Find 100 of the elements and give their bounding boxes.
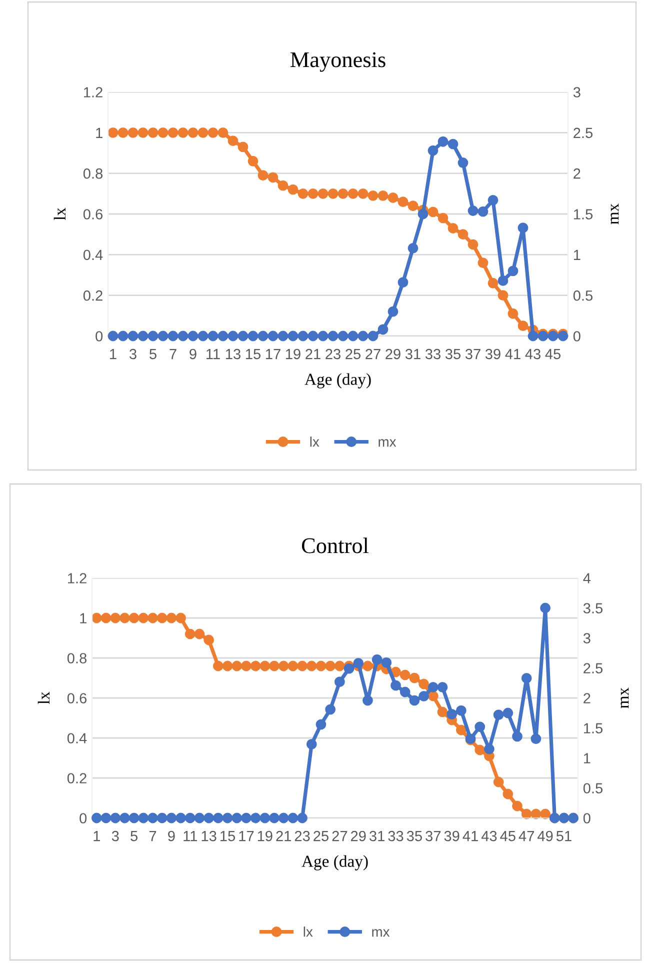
point bbox=[438, 212, 448, 224]
y-tick-label: 1.2 bbox=[68, 573, 86, 584]
point bbox=[328, 330, 338, 342]
x-tick-label: 21 bbox=[306, 348, 320, 360]
point bbox=[398, 277, 408, 288]
x-tick-label: 37 bbox=[465, 348, 480, 360]
point bbox=[508, 308, 518, 319]
x-tick-label: 33 bbox=[425, 348, 440, 360]
point bbox=[222, 812, 233, 824]
x-tick-label: 35 bbox=[406, 830, 422, 842]
legend-label: lx bbox=[310, 436, 320, 447]
point bbox=[250, 660, 261, 672]
y2-tick-label: 1.5 bbox=[574, 209, 593, 220]
x-tick-label: 27 bbox=[366, 348, 380, 360]
point bbox=[306, 660, 317, 672]
y-tick-label: 0 bbox=[96, 331, 103, 342]
point bbox=[238, 330, 248, 342]
point bbox=[308, 330, 318, 342]
point bbox=[488, 194, 498, 206]
x-tick-label: 23 bbox=[326, 348, 340, 360]
point bbox=[358, 330, 368, 342]
point bbox=[368, 190, 378, 201]
point bbox=[484, 744, 494, 754]
y2-tick-label: 0.5 bbox=[573, 290, 593, 301]
legend-label: mx bbox=[378, 439, 396, 447]
point bbox=[138, 812, 149, 824]
point bbox=[269, 660, 280, 672]
point bbox=[318, 188, 328, 199]
point bbox=[428, 206, 438, 218]
point bbox=[437, 682, 448, 692]
x-tick-label: 7 bbox=[149, 831, 156, 842]
x-tick-label: 35 bbox=[445, 348, 460, 360]
legend-label: lx bbox=[304, 926, 313, 937]
x-tick-label: 19 bbox=[258, 830, 272, 842]
point bbox=[288, 660, 298, 672]
point bbox=[268, 330, 278, 342]
point bbox=[208, 330, 218, 342]
x-tick-label: 15 bbox=[246, 349, 260, 360]
point bbox=[448, 138, 458, 150]
x-tick-label: 3 bbox=[112, 830, 119, 842]
point bbox=[418, 208, 428, 220]
y-tick-label: 0.8 bbox=[83, 168, 103, 179]
y-tick-label: 0 bbox=[80, 813, 87, 824]
point bbox=[298, 188, 308, 199]
point bbox=[278, 330, 288, 342]
y-tick-label: 0.6 bbox=[83, 209, 102, 220]
y2-tick-label: 2 bbox=[574, 168, 580, 179]
y-tick-label: 0.2 bbox=[83, 290, 102, 301]
x-tick-label: 51 bbox=[556, 831, 572, 842]
point bbox=[212, 660, 224, 672]
point bbox=[448, 223, 458, 234]
x-tick-label: 9 bbox=[168, 830, 175, 842]
point bbox=[338, 330, 348, 342]
point bbox=[204, 634, 214, 646]
point bbox=[120, 812, 130, 824]
point bbox=[91, 612, 102, 624]
x-tick-label: 7 bbox=[170, 349, 176, 360]
x-tick-label: 43 bbox=[481, 830, 497, 842]
point bbox=[250, 812, 261, 824]
point bbox=[194, 812, 205, 824]
x-tick-label: 29 bbox=[350, 830, 366, 842]
point bbox=[400, 670, 410, 680]
x-tick-label: 25 bbox=[314, 830, 328, 842]
x-tick-label: 17 bbox=[239, 831, 254, 842]
point bbox=[458, 158, 468, 168]
y2-tick-label: 3 bbox=[583, 633, 590, 644]
y2-tick-label: 4 bbox=[583, 573, 591, 584]
legend-label: mx bbox=[372, 929, 390, 937]
point bbox=[328, 188, 338, 199]
point bbox=[468, 239, 478, 250]
point bbox=[488, 278, 498, 288]
point bbox=[91, 812, 102, 824]
y2-axis-title: mx bbox=[610, 204, 619, 224]
y2-tick-label: 0 bbox=[573, 331, 580, 342]
point bbox=[428, 682, 438, 692]
point bbox=[428, 145, 438, 156]
point bbox=[278, 812, 289, 824]
point bbox=[269, 812, 280, 824]
y2-tick-label: 0 bbox=[583, 813, 590, 824]
point bbox=[120, 612, 130, 624]
point bbox=[100, 812, 112, 824]
point bbox=[372, 654, 382, 665]
point bbox=[194, 628, 205, 640]
x-tick-label: 25 bbox=[346, 348, 360, 360]
point bbox=[228, 136, 238, 146]
point bbox=[378, 324, 388, 335]
y-tick-label: 0.4 bbox=[67, 733, 87, 744]
point bbox=[456, 705, 466, 716]
point bbox=[502, 788, 514, 800]
point bbox=[198, 127, 208, 138]
point bbox=[128, 812, 140, 824]
point bbox=[348, 330, 358, 342]
point bbox=[528, 330, 538, 342]
point bbox=[168, 330, 178, 342]
y2-tick-label: 0.5 bbox=[583, 783, 603, 794]
point bbox=[458, 229, 468, 240]
x-tick-label: 45 bbox=[545, 349, 560, 360]
point bbox=[338, 188, 348, 199]
point bbox=[258, 170, 268, 181]
point bbox=[325, 704, 336, 715]
